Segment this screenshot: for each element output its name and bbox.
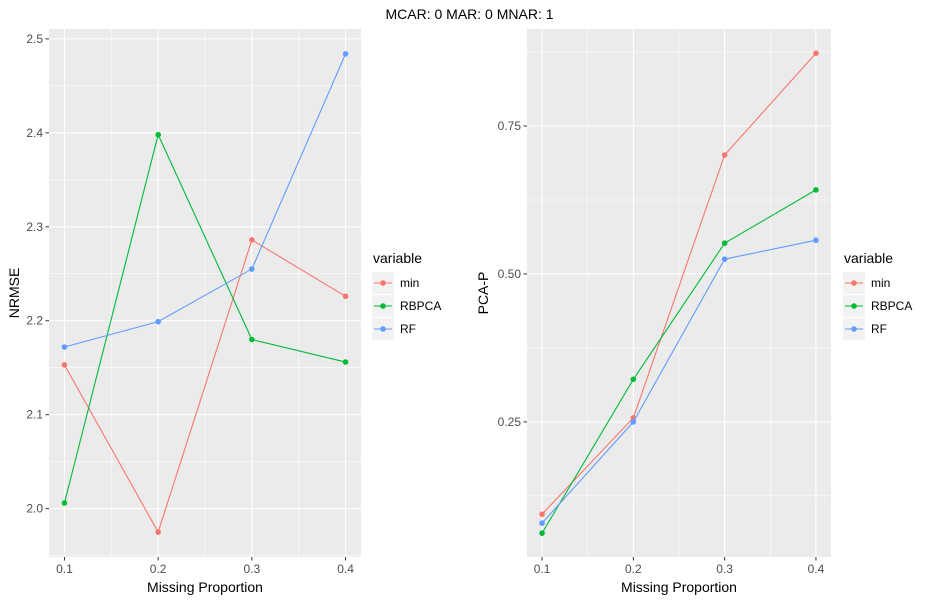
data-point-rf <box>155 318 161 325</box>
y-tick-label: 2.3 <box>26 220 43 234</box>
data-point-min <box>249 237 255 243</box>
legend-key-point <box>851 303 857 309</box>
nrmse-panel: 0.1 0.2 0.3 0.4 2.0 2.1 2.2 2.3 2.4 2.5 Missing Pr… <box>6 29 441 595</box>
y-tick-label: 2.2 <box>26 314 43 328</box>
data-point-min <box>539 511 545 518</box>
legend-label: min <box>400 276 419 290</box>
y-tick-label: 2.0 <box>26 502 43 516</box>
legend-label: min <box>871 276 890 290</box>
series-line-min <box>541 52 817 515</box>
x-tick-label: 0.3 <box>716 562 733 576</box>
data-point-rf <box>249 266 255 272</box>
data-point-rbpca <box>342 359 349 365</box>
y-tick-label: 2.4 <box>26 126 43 140</box>
legend-title: variable <box>844 250 893 266</box>
data-point-rbpca <box>155 131 161 138</box>
x-axis-title: Missing Proportion <box>147 579 263 595</box>
legend-key-point <box>851 326 857 332</box>
legend-label: RBPCA <box>400 299 441 313</box>
data-point-rbpca <box>61 500 68 506</box>
legend-key-point <box>380 280 386 286</box>
y-axis-title: PCA-P <box>475 272 491 315</box>
y-tick-label: 0.75 <box>498 119 522 133</box>
x-tick-label: 0.2 <box>625 562 642 576</box>
legend: variable min RBPCA RF <box>843 250 912 340</box>
data-point-rbpca <box>721 240 728 246</box>
data-point-rbpca <box>630 376 637 383</box>
data-point-rf <box>721 256 728 262</box>
legend-title: variable <box>373 250 422 266</box>
x-tick-label: 0.1 <box>534 562 551 576</box>
series-line-rbpca <box>63 133 346 504</box>
x-tick-label: 0.3 <box>244 562 261 576</box>
data-point-rf <box>539 520 545 526</box>
series-line-rbpca <box>541 189 817 534</box>
series-line-rf <box>64 53 347 348</box>
data-point-rf <box>61 344 68 350</box>
data-point-rbpca <box>249 336 255 343</box>
y-axis-title: NRMSE <box>6 268 22 319</box>
x-tick-label: 0.4 <box>337 562 354 576</box>
y-tick-label: 2.1 <box>26 408 43 422</box>
legend-key-point <box>851 280 857 286</box>
legend-key-point <box>380 326 386 332</box>
data-point-min <box>155 529 161 535</box>
main-title: MCAR: 0 MAR: 0 MNAR: 1 <box>385 6 553 22</box>
legend-label: RF <box>400 322 416 336</box>
data-point-rbpca <box>539 530 545 536</box>
y-tick-label: 2.5 <box>26 32 43 46</box>
series-line-rf <box>541 239 817 524</box>
legend-label: RBPCA <box>871 299 912 313</box>
data-point-min <box>61 362 68 368</box>
data-point-rf <box>813 237 819 244</box>
data-point-min <box>342 293 349 300</box>
x-tick-label: 0.1 <box>56 562 73 576</box>
data-point-rf <box>342 51 349 57</box>
data-point-min <box>813 50 819 57</box>
series-line-min <box>63 239 346 534</box>
y-tick-label: 0.50 <box>498 267 522 281</box>
x-axis-title: Missing Proportion <box>621 579 737 595</box>
legend-label: RF <box>871 322 887 336</box>
x-tick-label: 0.2 <box>150 562 167 576</box>
data-point-min <box>721 152 728 158</box>
x-tick-label: 0.4 <box>808 562 825 576</box>
legend: variable min RBPCA RF <box>372 250 441 340</box>
data-point-rf <box>630 419 637 425</box>
legend-key-point <box>380 303 386 309</box>
pca-p-panel: 0.1 0.2 0.3 0.4 0.25 0.50 0.75 Missing Proporti… <box>475 29 912 595</box>
y-tick-label: 0.25 <box>498 415 522 429</box>
data-point-rbpca <box>813 187 819 193</box>
